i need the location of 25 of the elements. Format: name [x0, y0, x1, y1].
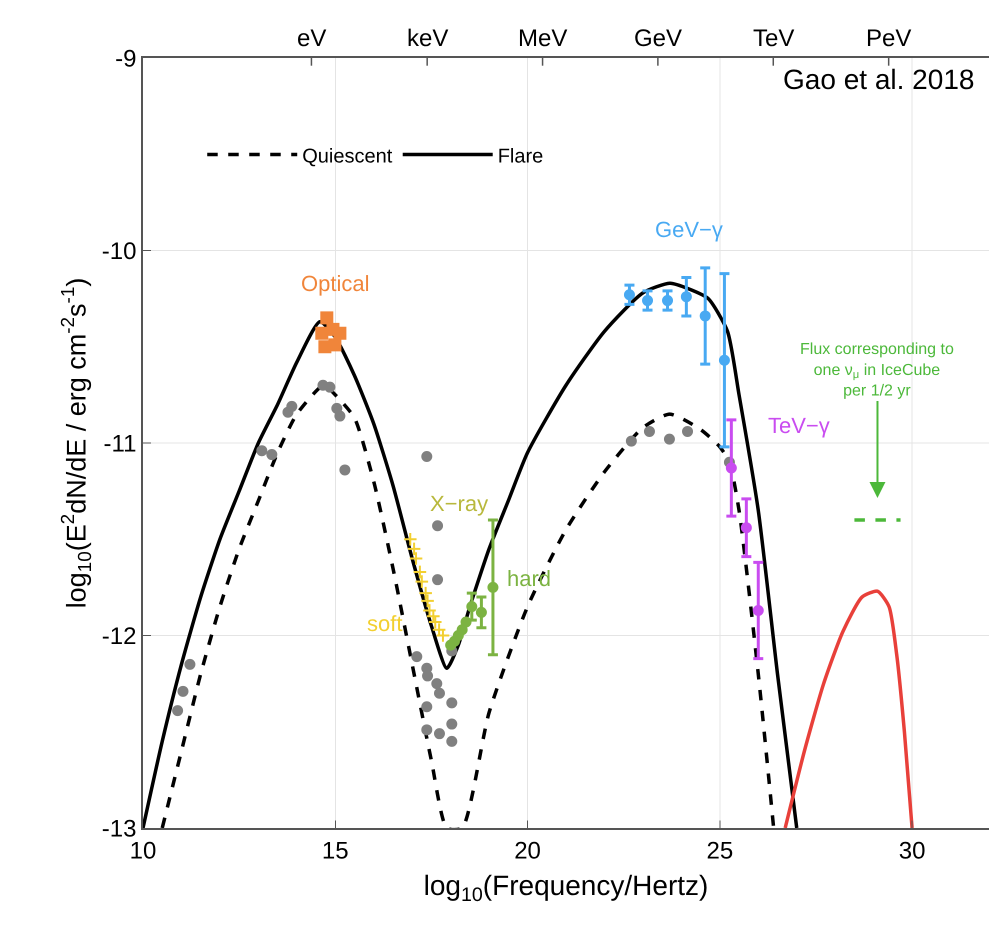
legend-label: Quiescent: [302, 145, 393, 168]
x-tick-label: 30: [898, 838, 926, 865]
x-tick-label: 20: [514, 838, 541, 865]
text: GeV−γ: [655, 217, 723, 242]
x-tick-label: 15: [322, 838, 349, 865]
text: MeV: [518, 25, 568, 52]
text: PeV: [866, 25, 912, 52]
y-tick-label: -9: [115, 45, 136, 72]
series-label: Optical: [301, 271, 370, 296]
text: eV: [297, 25, 326, 52]
legend-label: Flare: [498, 145, 544, 168]
y-tick-label: -12: [102, 622, 136, 650]
y-tick-label: -11: [104, 430, 136, 458]
text: Flux corresponding to one ν$_{μ}$ in IceCube per 1/2 yr: [800, 341, 954, 400]
text: keV: [407, 25, 448, 52]
series-label: hard: [507, 566, 552, 591]
text: GeV: [634, 25, 682, 52]
text: TeV: [753, 25, 794, 52]
annotation: X−ray: [430, 491, 488, 516]
x-tick-label: 25: [706, 838, 734, 865]
y-tick-label: -10: [102, 238, 136, 265]
series-label: TeV−γ: [768, 413, 830, 438]
series-label: soft: [367, 611, 402, 636]
x-axis-title: log$_{10}$(Frequency/Hertz): [424, 870, 708, 906]
annotation: Gao et al. 2018: [783, 64, 974, 95]
